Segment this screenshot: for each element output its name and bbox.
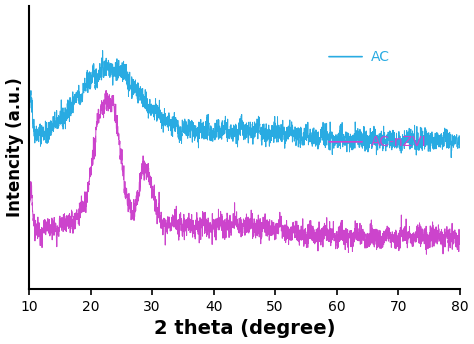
AC <box>365 140 371 144</box>
AC <box>448 155 454 160</box>
Text: AC: AC <box>371 50 391 64</box>
AC-nZVI <box>424 252 429 256</box>
X-axis label: 2 theta (degree): 2 theta (degree) <box>154 320 335 338</box>
AC-nZVI <box>381 234 386 238</box>
AC-nZVI <box>287 234 292 238</box>
Text: AC-nZVI: AC-nZVI <box>371 135 427 149</box>
AC-nZVI <box>454 245 460 249</box>
AC <box>100 49 106 53</box>
AC <box>454 145 460 149</box>
AC-nZVI <box>103 89 109 93</box>
AC-nZVI <box>220 221 226 225</box>
AC <box>381 130 386 134</box>
AC-nZVI <box>26 212 32 216</box>
Y-axis label: Intencity (a.u.): Intencity (a.u.) <box>6 78 24 217</box>
Line: AC-nZVI: AC-nZVI <box>29 91 460 254</box>
AC-nZVI <box>365 236 371 240</box>
AC <box>26 114 32 118</box>
AC <box>457 135 463 139</box>
AC <box>187 122 192 126</box>
AC <box>287 127 292 131</box>
Line: AC: AC <box>29 51 460 158</box>
AC-nZVI <box>187 227 192 231</box>
AC-nZVI <box>457 234 463 238</box>
AC <box>220 131 226 135</box>
